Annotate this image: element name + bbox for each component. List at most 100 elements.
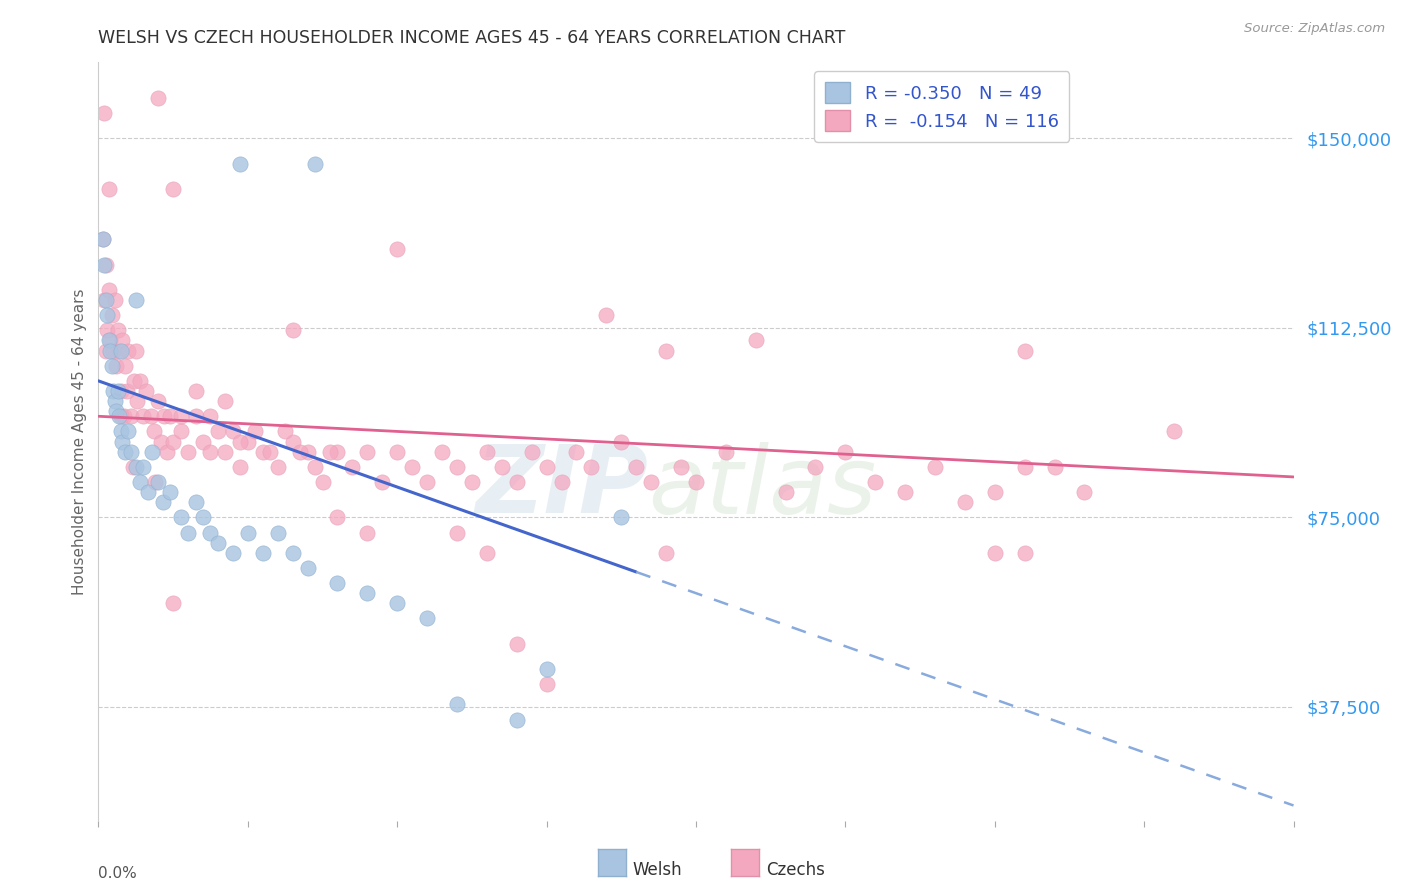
Point (143, 475, 166, 489)
Point (385, 243, 409, 257)
Point (105, 404, 128, 418)
Point (124, 374, 146, 388)
Point (110, 409, 132, 424)
Point (595, 308, 617, 322)
Point (110, 343, 132, 358)
Point (319, 444, 342, 458)
Point (565, 444, 588, 458)
Point (125, 343, 148, 358)
Point (184, 495, 207, 509)
Point (142, 425, 165, 439)
Point (385, 596, 409, 610)
Point (148, 475, 170, 489)
Point (506, 475, 529, 489)
Point (107, 384, 129, 398)
Point (865, 475, 887, 489)
Point (297, 444, 319, 458)
Point (288, 444, 311, 458)
Point (506, 637, 529, 651)
Point (120, 444, 142, 458)
Point (159, 409, 181, 424)
Point (214, 394, 236, 409)
Point (93, 258, 115, 272)
Point (430, 444, 453, 458)
Point (97, 334, 120, 348)
Point (655, 343, 678, 358)
Point (169, 409, 191, 424)
Point (177, 444, 200, 458)
Point (111, 434, 134, 449)
Point (475, 546, 498, 560)
Point (274, 425, 297, 439)
Point (371, 475, 394, 489)
Point (259, 444, 281, 458)
Text: Czechs: Czechs (766, 861, 825, 879)
Point (125, 293, 148, 307)
Point (117, 425, 139, 439)
Point (229, 434, 252, 449)
Point (108, 343, 131, 358)
Point (125, 459, 148, 474)
Point (669, 459, 692, 474)
Point (97, 283, 120, 297)
Point (162, 434, 184, 449)
Point (110, 384, 132, 398)
Point (114, 444, 136, 458)
Point (107, 323, 129, 337)
Point (139, 409, 162, 424)
Point (148, 394, 170, 409)
Point (506, 713, 529, 727)
Point (222, 425, 245, 439)
Point (132, 409, 155, 424)
Point (200, 409, 222, 424)
Point (156, 444, 179, 458)
Point (1043, 459, 1066, 474)
Point (91, 232, 114, 246)
Text: ZIP: ZIP (475, 441, 648, 533)
Point (150, 434, 173, 449)
Point (267, 525, 290, 540)
Point (127, 394, 149, 409)
Point (129, 475, 152, 489)
Text: Welsh: Welsh (633, 861, 682, 879)
Point (93, 293, 115, 307)
Point (184, 409, 207, 424)
Point (191, 510, 214, 524)
Point (326, 444, 349, 458)
Point (267, 459, 290, 474)
Point (536, 677, 558, 691)
Point (191, 434, 214, 449)
Point (91, 232, 114, 246)
Point (610, 434, 633, 449)
Point (385, 444, 409, 458)
Point (169, 425, 191, 439)
Point (136, 485, 159, 500)
Point (101, 308, 124, 322)
Point (1014, 546, 1036, 560)
Point (550, 475, 572, 489)
Point (104, 394, 127, 409)
Point (94, 343, 117, 358)
Point (1014, 343, 1036, 358)
Point (111, 334, 134, 348)
Point (640, 475, 662, 489)
Point (96, 323, 118, 337)
Point (536, 459, 558, 474)
Point (491, 459, 513, 474)
Point (177, 525, 200, 540)
Point (1163, 425, 1185, 439)
Point (94, 258, 117, 272)
Point (1073, 485, 1095, 500)
Point (104, 293, 127, 307)
Point (115, 384, 138, 398)
Text: WELSH VS CZECH HOUSEHOLDER INCOME AGES 45 - 64 YEARS CORRELATION CHART: WELSH VS CZECH HOUSEHOLDER INCOME AGES 4… (98, 29, 846, 47)
Point (984, 485, 1007, 500)
Point (304, 156, 326, 170)
Point (685, 475, 707, 489)
Point (356, 525, 378, 540)
Point (93, 106, 115, 120)
Text: 0.0%: 0.0% (98, 866, 138, 881)
Point (775, 485, 797, 500)
Point (162, 182, 184, 196)
Point (342, 459, 364, 474)
